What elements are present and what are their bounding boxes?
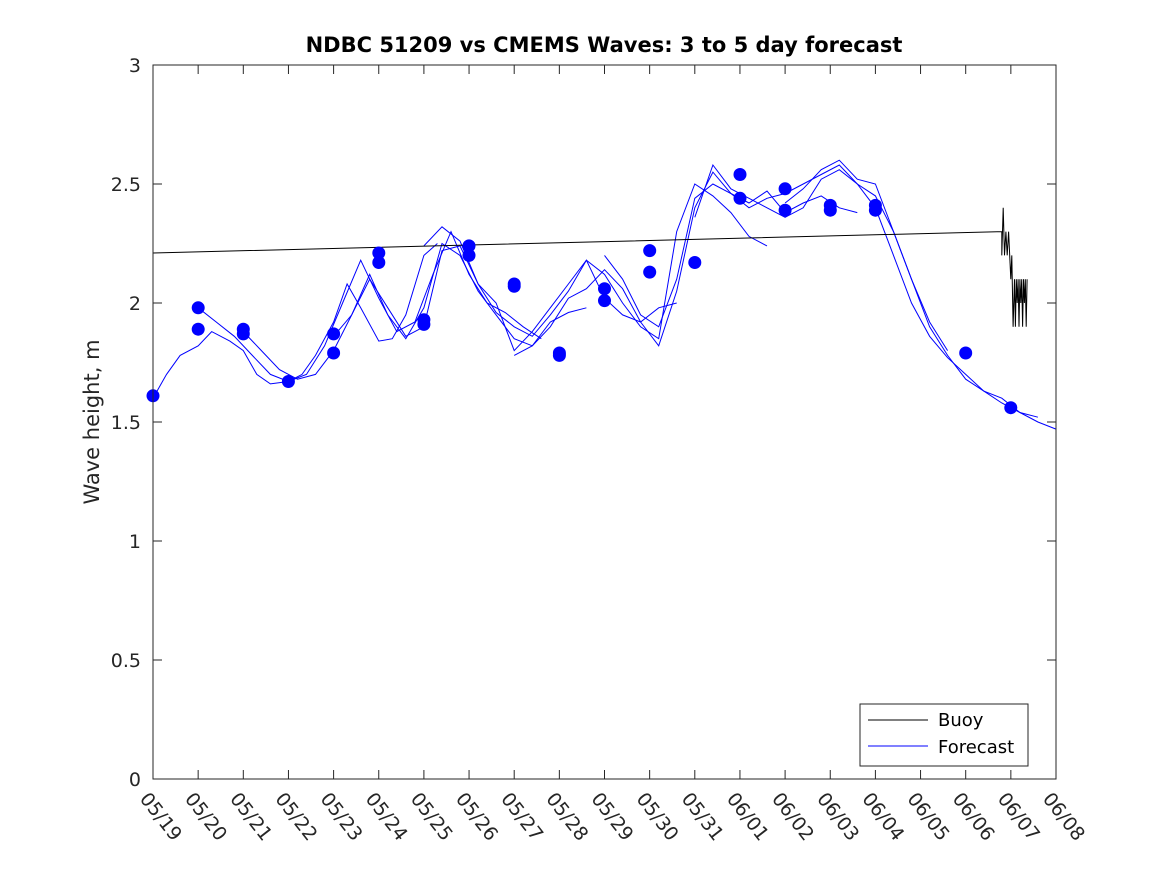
forecast-line-6	[513, 171, 858, 356]
forecast-line-3	[242, 242, 587, 380]
y-tick-label: 2.5	[111, 174, 141, 196]
forecast-line-4	[333, 245, 677, 352]
y-axis-ticks: 0 0.5 1 1.5 2 2.5 3	[111, 55, 1056, 791]
y-tick-label: 1.5	[111, 412, 141, 434]
forecast-line-8	[694, 163, 1039, 418]
forecast-marker	[327, 327, 341, 341]
forecast-marker	[643, 244, 657, 258]
forecast-marker	[598, 282, 611, 296]
forecast-marker	[372, 256, 386, 269]
forecast-markers	[146, 168, 1018, 415]
forecast-marker	[868, 203, 882, 217]
forecast-marker	[959, 346, 973, 360]
legend-buoy-label: Buoy	[938, 710, 984, 731]
buoy-line	[152, 207, 1028, 327]
forecast-marker	[281, 375, 295, 388]
forecast-marker	[733, 191, 747, 205]
y-tick-label: 0	[129, 769, 141, 791]
forecast-marker	[778, 203, 792, 217]
forecast-marker	[1004, 401, 1018, 415]
y-axis-label: Wave height, m	[80, 339, 104, 504]
forecast-marker	[372, 246, 386, 260]
forecast-marker	[507, 279, 521, 293]
forecast-marker	[733, 168, 747, 181]
forecast-marker	[191, 322, 205, 336]
legend: Buoy Forecast	[859, 703, 1029, 767]
forecast-line-7	[604, 164, 949, 351]
forecast-marker	[191, 301, 205, 315]
forecast-marker	[778, 182, 792, 196]
forecast-marker	[236, 327, 250, 341]
forecast-marker	[417, 317, 431, 331]
axes-box	[152, 64, 1057, 780]
y-tick-label: 1	[129, 531, 141, 553]
legend-box	[859, 703, 1029, 767]
chart-title: NDBC 51209 vs CMEMS Waves: 3 to 5 day fo…	[306, 33, 903, 57]
forecast-marker	[462, 248, 476, 262]
forecast-marker	[823, 203, 837, 217]
forecast-marker	[552, 348, 566, 362]
forecast-marker	[462, 239, 476, 253]
y-tick-label: 3	[129, 55, 141, 77]
y-tick-label: 0.5	[111, 650, 141, 672]
legend-forecast-label: Forecast	[938, 737, 1014, 758]
y-tick-label: 2	[129, 293, 141, 315]
forecast-marker	[327, 346, 341, 360]
forecast-marker	[643, 265, 657, 279]
forecast-line-5	[423, 183, 768, 340]
forecast-marker	[598, 294, 611, 308]
forecast-marker	[688, 256, 702, 269]
